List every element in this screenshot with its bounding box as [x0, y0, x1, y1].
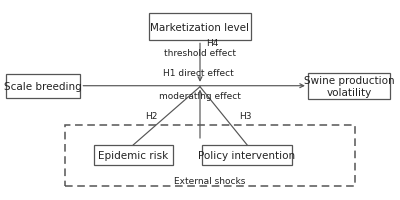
- Bar: [94, 145, 172, 165]
- Bar: [6, 75, 80, 98]
- Text: H3: H3: [239, 111, 251, 120]
- Text: External shocks: External shocks: [174, 176, 246, 185]
- Bar: [202, 145, 292, 165]
- Text: H4: H4: [206, 39, 218, 48]
- Text: Marketization level: Marketization level: [150, 23, 250, 32]
- Text: Scale breeding: Scale breeding: [4, 81, 82, 91]
- Text: moderating effect: moderating effect: [159, 92, 241, 101]
- Bar: [149, 14, 251, 41]
- Bar: [308, 74, 390, 99]
- Text: H1 direct effect: H1 direct effect: [163, 69, 234, 77]
- Text: Swine production
volatility: Swine production volatility: [304, 75, 394, 97]
- Text: Epidemic risk: Epidemic risk: [98, 150, 168, 160]
- Text: Policy intervention: Policy intervention: [198, 150, 296, 160]
- Text: H2: H2: [145, 111, 157, 120]
- Bar: [65, 125, 355, 186]
- Text: threshold effect: threshold effect: [164, 48, 236, 57]
